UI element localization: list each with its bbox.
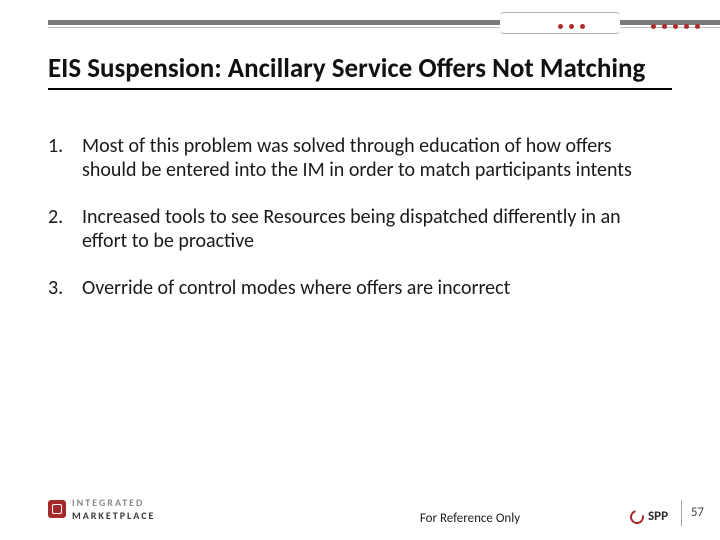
band-pins-right bbox=[651, 24, 700, 29]
pin-icon bbox=[558, 24, 563, 29]
spp-logo: SPP bbox=[630, 509, 668, 524]
slide-body: 1. Most of this problem was solved throu… bbox=[48, 134, 656, 322]
list-item: 2. Increased tools to see Resources bein… bbox=[48, 205, 656, 254]
pin-icon bbox=[684, 24, 689, 29]
list-item-number: 2. bbox=[48, 205, 82, 254]
list-item-number: 3. bbox=[48, 276, 82, 300]
band-connector-box bbox=[500, 12, 620, 34]
footer-reference-note: For Reference Only bbox=[0, 511, 720, 526]
list-item-number: 1. bbox=[48, 134, 82, 183]
list-item-text: Override of control modes where offers a… bbox=[82, 276, 656, 300]
pin-icon bbox=[695, 24, 700, 29]
pin-icon bbox=[673, 24, 678, 29]
slide-title: EIS Suspension: Ancillary Service Offers… bbox=[48, 54, 672, 90]
list-item: 3. Override of control modes where offer… bbox=[48, 276, 656, 300]
list-item-text: Most of this problem was solved through … bbox=[82, 134, 656, 183]
pin-icon bbox=[651, 24, 656, 29]
page-number: 57 bbox=[691, 505, 704, 520]
top-decorative-band bbox=[0, 0, 720, 40]
spp-swirl-icon bbox=[627, 507, 646, 526]
list-item-text: Increased tools to see Resources being d… bbox=[82, 205, 656, 254]
band-pins-left bbox=[558, 24, 585, 29]
pin-icon bbox=[569, 24, 574, 29]
spp-logo-text: SPP bbox=[648, 509, 668, 524]
page-number-divider bbox=[681, 500, 682, 526]
list-item: 1. Most of this problem was solved throu… bbox=[48, 134, 656, 183]
pin-icon bbox=[662, 24, 667, 29]
pin-icon bbox=[580, 24, 585, 29]
im-logo-line1: INTEGRATED bbox=[72, 496, 155, 509]
slide: EIS Suspension: Ancillary Service Offers… bbox=[0, 0, 720, 540]
